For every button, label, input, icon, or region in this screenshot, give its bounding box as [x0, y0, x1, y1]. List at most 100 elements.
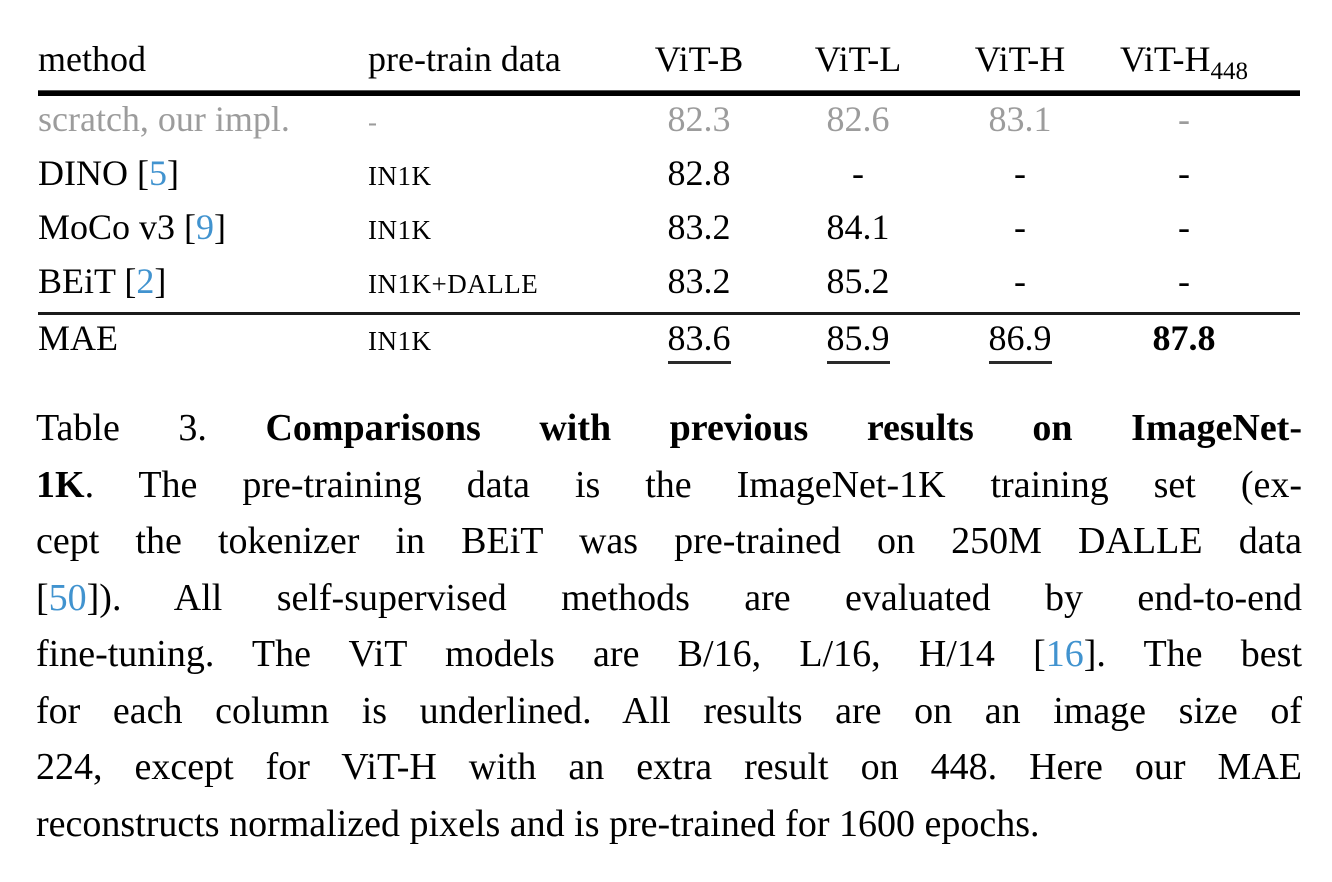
- column-header-pretrain: pre-train data: [368, 39, 561, 79]
- text-span: cept the tokenizer in BEiT was pre-train…: [36, 520, 1302, 562]
- results-table: method pre-train data ViT-B ViT-L ViT-H ViT-H…: [38, 26, 1300, 369]
- text-span: 82.8: [667, 153, 731, 193]
- text-span: 83.2: [667, 261, 731, 301]
- cell-method: MoCo v3 [9]: [38, 204, 368, 250]
- cell-vitb: 83.6: [620, 315, 778, 364]
- table-body: scratch, our impl. -82.3 82.6 83.1- DINO [5]…: [38, 96, 1300, 369]
- text-span: IN1K+DALLE: [368, 269, 539, 299]
- table-header-row: method pre-train data ViT-B ViT-L ViT-H ViT-H…: [38, 26, 1300, 90]
- text-span: 86.9: [988, 318, 1052, 364]
- cell-method: scratch, our impl.: [38, 96, 368, 142]
- column-header-vith448: ViT-H448: [1119, 39, 1249, 85]
- cell-vitl: 85.2: [778, 258, 938, 304]
- cell-method: BEiT [2]: [38, 258, 368, 304]
- table-row-moco-v3: MoCo v3 [9] IN1K 83.2 84.1 - -: [38, 204, 1300, 258]
- column-header-method: method: [38, 39, 146, 79]
- text-span: ]: [154, 261, 167, 301]
- cell-vitl: 85.9: [778, 315, 938, 364]
- text-span: ]: [166, 153, 179, 193]
- text-span: ]). All self-supervised methods are eval…: [86, 576, 1302, 619]
- text-span: 224, except for ViT-H with an extra resu…: [36, 746, 1302, 788]
- column-header-vitb: ViT-B: [654, 39, 744, 79]
- text-span: 83.6: [667, 318, 731, 364]
- citation-link-9[interactable]: 9: [196, 207, 215, 247]
- cell-vitb: 83.2: [620, 204, 778, 250]
- citation-link-50[interactable]: 50: [48, 576, 87, 619]
- cell-vith: 83.1: [938, 96, 1102, 142]
- text-span: scratch, our impl.: [38, 99, 290, 139]
- cell-vith: -: [938, 150, 1102, 196]
- cell-vitl: 82.6: [778, 96, 938, 142]
- text-span: IN1K: [368, 326, 432, 356]
- cell-method: MAE: [38, 315, 368, 361]
- caption-line: fine-tuning. The ViT models are B/16, L/…: [36, 626, 1302, 683]
- citation-link-2[interactable]: 2: [136, 261, 155, 301]
- text-span: 83.2: [667, 207, 731, 247]
- cell-method: DINO [5]: [38, 150, 368, 196]
- caption-line: cept the tokenizer in BEiT was pre-train…: [36, 513, 1302, 570]
- cell-vith: -: [938, 258, 1102, 304]
- text-span: 82.3: [667, 99, 731, 139]
- cell-vitb: 82.8: [620, 150, 778, 196]
- text-span: -: [852, 153, 864, 193]
- column-header-vith: ViT-H: [974, 39, 1066, 79]
- text-span: -: [1178, 261, 1190, 301]
- text-span: . The pre-training data is the ImageNet-…: [84, 463, 1302, 506]
- text-span: for each column is underlined. All resul…: [36, 689, 1302, 732]
- text-span: -: [1014, 153, 1026, 193]
- cell-vith448: -: [1102, 258, 1266, 304]
- cell-pretrain: IN1K: [368, 207, 620, 253]
- text-span: 1K: [36, 463, 85, 506]
- citation-link-5[interactable]: 5: [148, 153, 167, 193]
- text-span: reconstructs normalized pixels and is pr…: [36, 802, 1040, 845]
- text-span: BEiT [: [38, 261, 137, 301]
- text-span: ]: [214, 207, 227, 247]
- text-span: [: [36, 576, 49, 619]
- table-row-beit: BEiT [2] IN1K+DALLE 83.2 85.2- -: [38, 258, 1300, 312]
- text-span: 85.2: [826, 261, 890, 301]
- cell-vitb: 82.3: [620, 96, 778, 142]
- caption-line: for each column is underlined. All resul…: [36, 683, 1302, 740]
- cell-pretrain: IN1K: [368, 318, 620, 364]
- caption-line: [50]). All self-supervised methods are e…: [36, 570, 1302, 627]
- table-mid-rule: [38, 312, 1300, 315]
- text-span: -: [1014, 207, 1026, 247]
- caption-line: 224, except for ViT-H with an extra resu…: [36, 739, 1302, 796]
- cell-vith448: 87.8: [1102, 315, 1266, 361]
- cell-vitb: 83.2: [620, 258, 778, 304]
- caption-line: Table 3. Comparisons with previous resul…: [36, 400, 1302, 457]
- text-span: -: [1014, 261, 1026, 301]
- text-span: DINO [: [38, 153, 149, 193]
- text-span: -: [1178, 207, 1190, 247]
- cell-vitl: 84.1: [778, 204, 938, 250]
- cell-vith448: -: [1102, 204, 1266, 250]
- cell-pretrain: -: [368, 99, 620, 145]
- cell-vith: 86.9: [938, 315, 1102, 364]
- text-span: 85.9: [826, 318, 890, 364]
- text-span: -: [368, 107, 378, 137]
- table-row-dino: DINO [5] IN1K 82.8- - -: [38, 150, 1300, 204]
- text-span: ]. The best: [1083, 633, 1302, 675]
- text-span: Comparisons with previous results on Ima…: [265, 407, 1302, 449]
- text-span: 87.8: [1152, 318, 1216, 358]
- text-span: IN1K: [368, 161, 432, 191]
- text-span: -: [1178, 153, 1190, 193]
- cell-vith448: -: [1102, 96, 1266, 142]
- text-span: 84.1: [826, 207, 890, 247]
- cell-vith448: -: [1102, 150, 1266, 196]
- column-header-vitl: ViT-L: [814, 39, 902, 79]
- cell-pretrain: IN1K+DALLE: [368, 261, 620, 307]
- caption-line: reconstructs normalized pixels and is pr…: [36, 796, 1302, 853]
- column-header-subscript: 448: [1210, 58, 1249, 85]
- cell-pretrain: IN1K: [368, 153, 620, 199]
- citation-link-16[interactable]: 16: [1045, 633, 1084, 675]
- text-span: MAE: [38, 318, 118, 358]
- cell-vith: -: [938, 204, 1102, 250]
- caption-line: 1K. The pre-training data is the ImageNe…: [36, 457, 1302, 514]
- text-span: Table 3.: [36, 407, 266, 449]
- text-span: -: [1178, 99, 1190, 139]
- table-row-scratch-our-impl: scratch, our impl. - 82.3 82.6 83.1 -: [38, 96, 1300, 150]
- table-caption: Table 3. Comparisons with previous resul…: [36, 400, 1302, 852]
- text-span: fine-tuning. The ViT models are B/16, L/…: [36, 633, 1046, 675]
